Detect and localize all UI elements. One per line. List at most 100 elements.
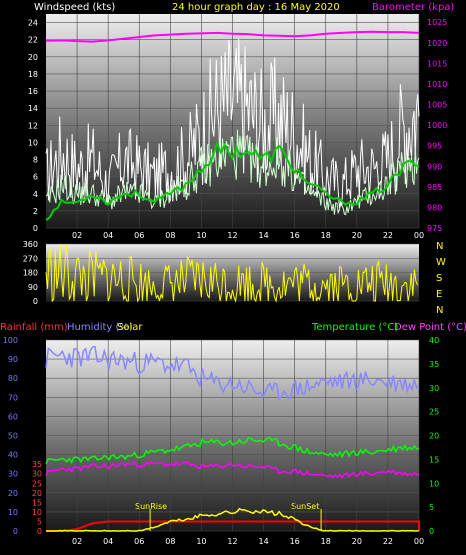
sunrise-label: SunRise xyxy=(135,502,167,511)
chart-title: 24 hour graph day : 16 May 2020 xyxy=(172,2,340,13)
temp-y-tick: 20 xyxy=(429,432,439,441)
baro-y-tick: 995 xyxy=(427,142,442,151)
humidity-y-tick: 80 xyxy=(8,374,18,383)
humidity-y-tick: 50 xyxy=(8,432,18,441)
baro-y-tick: 985 xyxy=(427,183,442,192)
climate-x-tick: 02 xyxy=(72,537,82,546)
wind-y-tick: 6 xyxy=(33,173,38,182)
temp-y-tick: 15 xyxy=(429,455,439,464)
humidity-label: Humidity (%) xyxy=(67,322,133,333)
climate-x-tick: 14 xyxy=(258,537,268,546)
wind-y-tick: 14 xyxy=(28,104,38,113)
humidity-y-tick: 100 xyxy=(3,336,18,345)
rainfall-series-line xyxy=(46,520,420,532)
climate-x-tick: 18 xyxy=(321,537,331,546)
dewpoint-label: Dew Point (°C) xyxy=(394,322,466,333)
baro-y-tick: 1000 xyxy=(427,121,447,130)
rain-y-tick: 35 xyxy=(32,460,42,469)
barometer-label: Barometer (kpa) xyxy=(372,2,454,13)
climate-x-tick: 04 xyxy=(103,537,113,546)
rain-y-tick: 20 xyxy=(32,489,42,498)
wind-y-tick: 12 xyxy=(28,121,38,130)
baro-y-tick: 1005 xyxy=(427,101,447,110)
compass-s: S xyxy=(436,273,442,284)
compass-n-top: N xyxy=(436,241,443,252)
temp-y-tick: 0 xyxy=(429,527,434,536)
temp-y-tick: 30 xyxy=(429,384,439,393)
solar-label: Solar xyxy=(117,322,143,333)
wind-x-tick: 02 xyxy=(72,231,82,240)
barometer-series-line xyxy=(45,30,420,43)
rainfall-label: Rainfall (mm) xyxy=(0,322,68,333)
temp-y-tick: 35 xyxy=(429,360,439,369)
humidity-y-tick: 40 xyxy=(8,451,18,460)
wind-x-tick: 22 xyxy=(383,231,393,240)
trend-series-line xyxy=(45,140,420,221)
wind-y-tick: 8 xyxy=(33,156,38,165)
wind-y-tick: 2 xyxy=(33,207,38,216)
temp-y-tick: 40 xyxy=(429,336,439,345)
compass-w: W xyxy=(436,257,446,268)
wind-x-tick: 10 xyxy=(196,231,206,240)
wind-y-tick: 0 xyxy=(33,224,38,233)
dir-y-tick: 90 xyxy=(28,283,38,292)
temp-y-tick: 25 xyxy=(429,408,439,417)
wind-x-tick: 06 xyxy=(134,231,144,240)
windspeed-label: Windspeed (kts) xyxy=(34,2,115,13)
wind-x-tick: 20 xyxy=(352,231,362,240)
climate-x-tick: 12 xyxy=(227,537,237,546)
wind-y-tick: 16 xyxy=(28,87,38,96)
dir-y-tick: 0 xyxy=(33,297,38,306)
humidity-y-tick: 90 xyxy=(8,355,18,364)
rain-y-tick: 30 xyxy=(32,470,42,479)
climate-x-tick: 06 xyxy=(134,537,144,546)
wind-x-tick: 16 xyxy=(290,231,300,240)
climate-x-tick: 10 xyxy=(196,537,206,546)
dir-y-tick: 180 xyxy=(23,269,38,278)
humidity-y-tick: 60 xyxy=(8,412,18,421)
dir-y-tick: 270 xyxy=(23,254,38,263)
temperature-label: Temperature (°C) xyxy=(311,322,398,333)
wind-y-tick: 24 xyxy=(28,19,38,28)
climate-x-tick: 00 xyxy=(414,537,424,546)
wind-direction-line xyxy=(45,243,418,303)
baro-y-tick: 1020 xyxy=(427,39,447,48)
baro-y-tick: 1015 xyxy=(427,59,447,68)
temp-y-tick: 5 xyxy=(429,503,434,512)
dir-y-tick: 360 xyxy=(23,240,38,249)
wind-x-tick: 04 xyxy=(103,231,113,240)
humidity-y-tick: 30 xyxy=(8,470,18,479)
wind-x-tick: 08 xyxy=(165,231,175,240)
baro-y-tick: 1010 xyxy=(427,80,447,89)
climate-x-tick: 20 xyxy=(352,537,362,546)
climate-x-tick: 16 xyxy=(290,537,300,546)
rain-y-tick: 10 xyxy=(32,508,42,517)
wind-y-tick: 18 xyxy=(28,70,38,79)
baro-y-tick: 990 xyxy=(427,162,442,171)
wind-x-tick: 00 xyxy=(414,231,424,240)
rain-y-tick: 15 xyxy=(32,498,42,507)
climate-x-tick: 08 xyxy=(165,537,175,546)
rain-y-tick: 0 xyxy=(37,527,42,536)
baro-y-tick: 1025 xyxy=(427,18,447,27)
wind-y-tick: 20 xyxy=(28,53,38,62)
wind-x-tick: 18 xyxy=(321,231,331,240)
sunset-label: SunSet xyxy=(291,502,319,511)
compass-e: E xyxy=(436,289,442,300)
compass-n-bottom: N xyxy=(436,305,443,316)
wind-y-tick: 10 xyxy=(28,138,38,147)
humidity-series-line xyxy=(45,345,420,401)
humidity-y-tick: 70 xyxy=(8,393,18,402)
wind-y-tick: 4 xyxy=(33,190,38,199)
wind-x-tick: 14 xyxy=(258,231,268,240)
temp-y-tick: 10 xyxy=(429,479,439,488)
dew-point-series-line xyxy=(45,460,420,479)
rain-y-tick: 5 xyxy=(37,517,42,526)
humidity-y-tick: 0 xyxy=(13,527,18,536)
gust-series-line xyxy=(45,38,420,208)
temperature-series-line xyxy=(45,436,420,465)
baro-y-tick: 980 xyxy=(427,203,442,212)
humidity-y-tick: 20 xyxy=(8,489,18,498)
climate-x-tick: 22 xyxy=(383,537,393,546)
